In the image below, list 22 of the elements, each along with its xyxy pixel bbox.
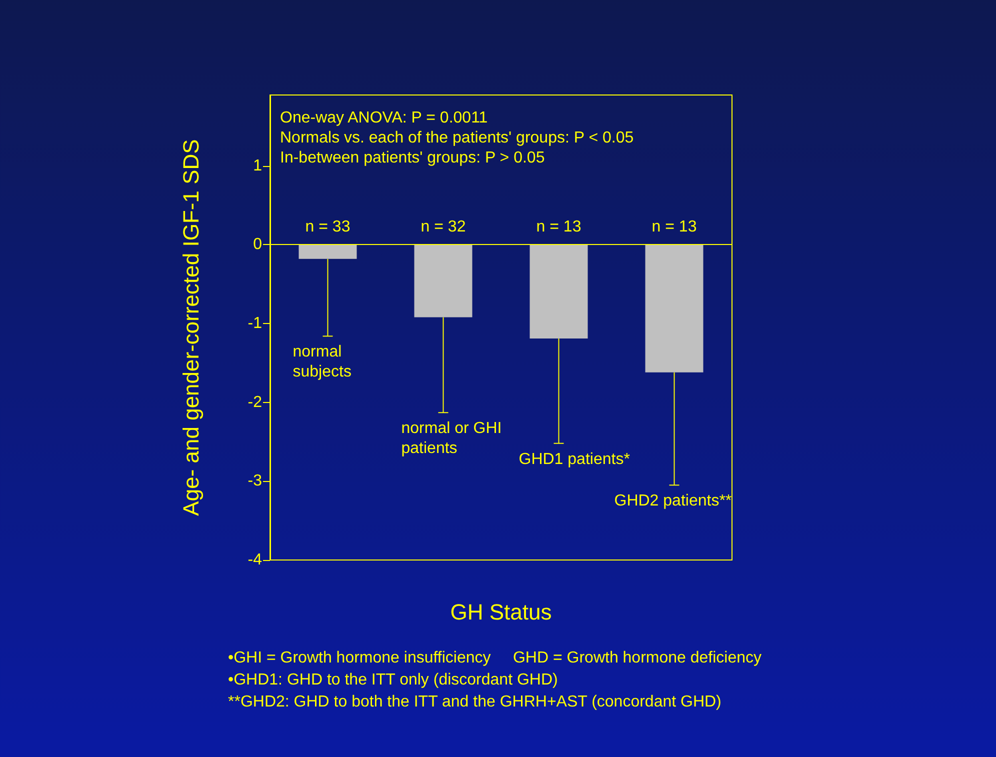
annotation: In-between patients' groups: P > 0.05: [280, 150, 545, 166]
y-tick-label: 0: [253, 236, 262, 254]
x-tick-label: normal or GHI patients: [401, 420, 502, 458]
text: •GHD1: GHD to the ITT only (discordant GHD): [228, 672, 558, 688]
y-tick-label: -4: [248, 552, 262, 568]
y-tick-label: -1: [248, 315, 262, 332]
text: •GHI = Growth hormone insufficiency GHD = Growth hormone deficiency: [228, 650, 762, 666]
x-tick-label: GHD2 patients**: [614, 492, 732, 510]
x-tick-label: GHD1 patients*: [518, 450, 630, 468]
text: **GHD2: GHD to both the ITT and the GHRH+AST (concordant GHD): [228, 694, 722, 710]
x-tick-label: normal subjects: [292, 344, 352, 381]
y-tick-label: -2: [248, 394, 262, 411]
x-axis-title: GH Status: [450, 600, 552, 624]
annotation: Normals vs. each of the patients' groups: P < 0.05: [280, 130, 634, 146]
y-tick-label: -3: [248, 472, 262, 490]
annotation: n = 13: [652, 218, 697, 236]
annotation: n = 13: [536, 218, 582, 236]
annotation: n = 32: [420, 218, 466, 236]
annotation: One-way ANOVA: P = 0.0011: [280, 110, 488, 126]
annotation: n = 33: [305, 218, 350, 236]
y-tick-label: 1: [253, 157, 262, 174]
y-axis-title: Age- and gender-corrected IGF-1 SDS: [178, 139, 204, 516]
